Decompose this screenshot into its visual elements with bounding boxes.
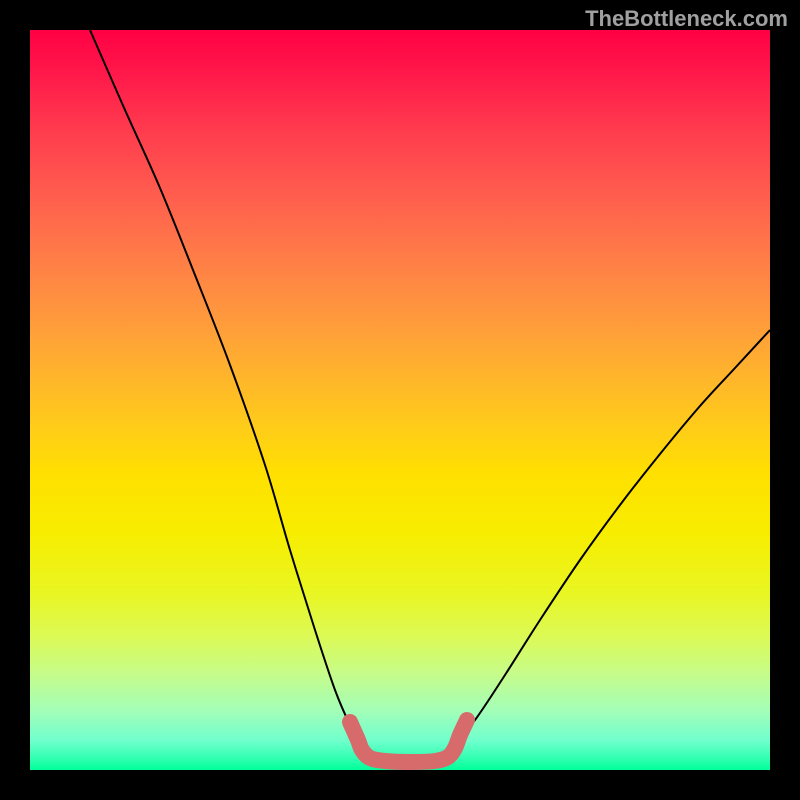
- left-curve: [90, 30, 360, 742]
- right-curve: [455, 330, 770, 742]
- watermark-text: TheBottleneck.com: [585, 6, 788, 32]
- chart-lines: [30, 30, 770, 770]
- valley-highlight: [350, 720, 467, 762]
- bottleneck-chart: [30, 30, 770, 770]
